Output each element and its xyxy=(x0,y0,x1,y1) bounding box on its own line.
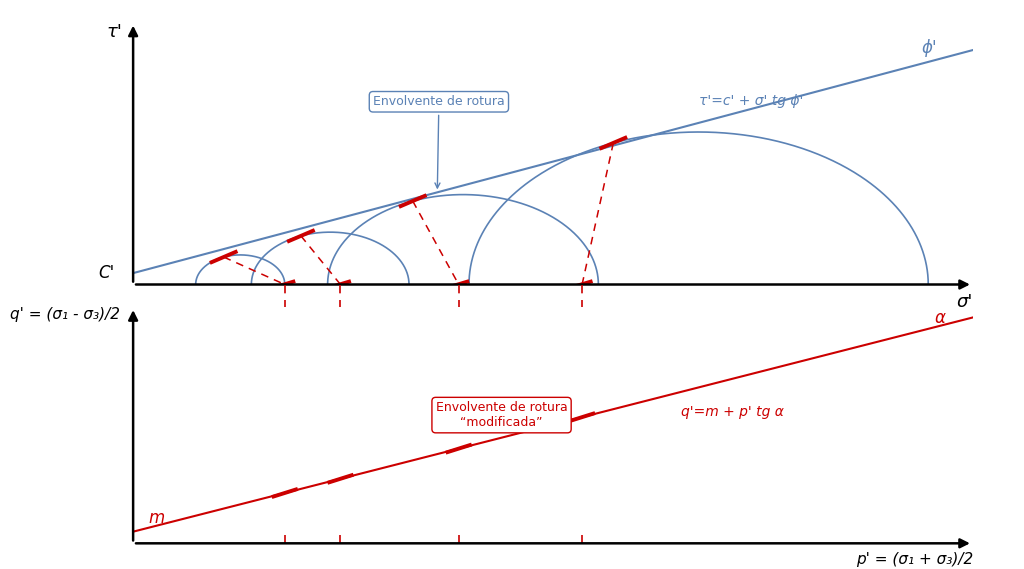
Text: q'=m + p' tg α: q'=m + p' tg α xyxy=(682,405,784,419)
Text: Envolvente de rotura: Envolvente de rotura xyxy=(373,95,505,188)
Text: Envolvente de rotura
“modificada”: Envolvente de rotura “modificada” xyxy=(435,401,567,429)
Text: q' = (σ₁ - σ₃)/2: q' = (σ₁ - σ₃)/2 xyxy=(10,307,120,322)
Text: C': C' xyxy=(98,264,115,282)
Text: m: m xyxy=(148,509,165,527)
Text: α: α xyxy=(934,309,945,327)
Text: σ': σ' xyxy=(956,293,973,311)
Text: τ'=c' + σ' tg ϕ': τ'=c' + σ' tg ϕ' xyxy=(698,94,803,108)
Text: ϕ': ϕ' xyxy=(922,39,937,57)
Text: p' = (σ₁ + σ₃)/2: p' = (σ₁ + σ₃)/2 xyxy=(855,552,973,567)
Text: τ': τ' xyxy=(106,23,122,41)
